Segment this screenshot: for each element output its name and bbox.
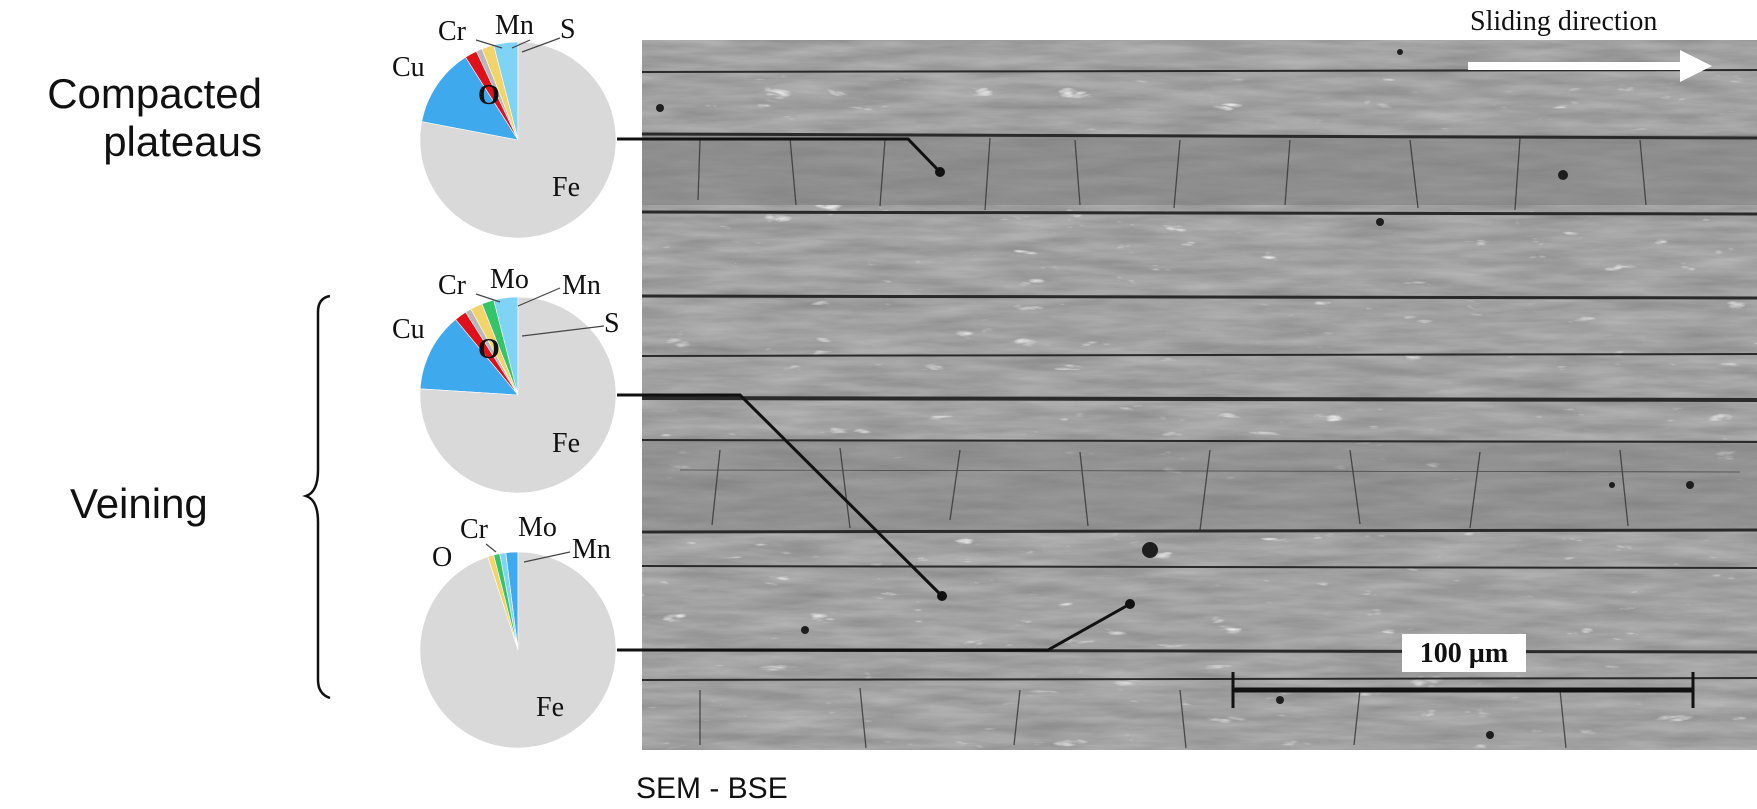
pie2-label-fe: Fe (536, 692, 564, 723)
pie1-slice-o (419, 319, 519, 396)
pie-chart-veining-1 (419, 296, 617, 494)
pie1-label-mn: Mn (562, 270, 601, 301)
pie2-label-mn: Mn (572, 534, 611, 565)
pie2-slice-fe (419, 551, 617, 749)
pie0-label-s: S (560, 14, 576, 45)
pie0-label-cr: Cr (438, 16, 467, 47)
leader-point-veining-2 (1125, 599, 1135, 609)
imaging-mode-caption: SEM - BSE (636, 772, 788, 805)
sliding-direction-label: Sliding direction (1470, 6, 1657, 37)
sem-micrograph (642, 40, 1757, 750)
pie1-label-mo: Mo (490, 264, 529, 295)
pie0-label-o: O (478, 80, 500, 111)
pie0-label-mn: Mn (495, 10, 534, 41)
pie1-slice-fe (419, 296, 617, 494)
pie1-label-cu: Cu (392, 314, 425, 345)
pie1-label-o: O (478, 334, 500, 365)
leader-point-veining-1 (937, 591, 947, 601)
pie1-label-s: S (604, 308, 620, 339)
pie0-slice-fe (419, 41, 617, 239)
sliding-direction-arrow (1468, 50, 1712, 82)
pie2-label-cr: Cr (460, 514, 489, 545)
pie1-label-fe: Fe (552, 428, 580, 459)
scale-bar (1231, 634, 1695, 708)
pie2-label-o: O (432, 542, 452, 573)
pie2-label-mo: Mo (518, 512, 557, 543)
pie0-label-fe: Fe (552, 172, 580, 203)
pie-chart-veining-2 (419, 551, 617, 749)
pie1-label-cr: Cr (438, 270, 467, 301)
leader-point-compacted (935, 167, 945, 177)
pie0-slice-o (421, 56, 519, 141)
compacted-plateaus-label: Compacted plateaus (47, 70, 262, 165)
pie-chart-compacted (419, 41, 617, 239)
veining-brace (302, 294, 331, 700)
veining-label: Veining (70, 480, 208, 527)
pie0-label-cu: Cu (392, 52, 425, 83)
scale-bar-label: 100 µm (1420, 638, 1508, 669)
leader-lines (617, 137, 1131, 652)
